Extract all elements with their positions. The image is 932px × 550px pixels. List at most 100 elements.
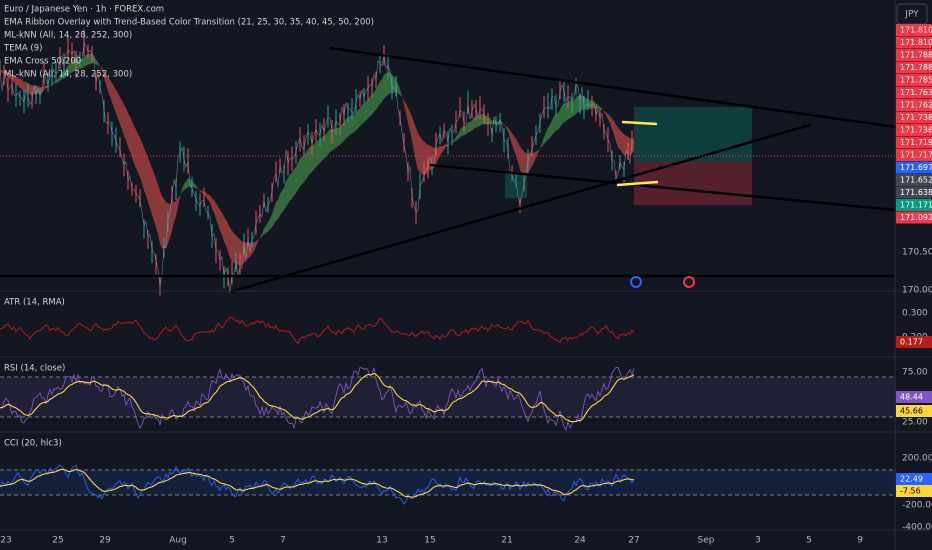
ema-ribbon [270, 214, 272, 230]
ema-ribbon [618, 127, 620, 150]
ema-ribbon [272, 208, 274, 228]
price-tag [896, 111, 932, 124]
ema-ribbon [328, 129, 330, 155]
ema-ribbon [522, 149, 524, 176]
price-tag-label: 171.092 [900, 213, 932, 222]
ema-ribbon [134, 125, 136, 169]
indicator-legend: TEMA (9) [3, 44, 42, 54]
ema-ribbon [574, 97, 576, 116]
ema-ribbon [514, 136, 516, 156]
price-tag-label: 171.810 [900, 38, 932, 47]
ema-ribbon [600, 107, 602, 110]
ema-ribbon [368, 96, 370, 119]
pane-title: ATR (14, RMA) [4, 298, 65, 308]
ema-ribbon [322, 136, 324, 161]
time-label: 21 [501, 536, 512, 546]
price-tag-label: 171.652 [900, 176, 932, 185]
pane-tag-label: 48.44 [900, 393, 923, 402]
ema-ribbon [292, 169, 294, 199]
price-line [0, 41, 635, 294]
ema-ribbon [274, 202, 276, 225]
ema-ribbon [222, 212, 224, 242]
ema-ribbon [148, 157, 150, 208]
pane-band [0, 470, 895, 495]
ema-ribbon [506, 126, 508, 132]
ema-ribbon [542, 136, 544, 147]
ema-ribbon [162, 196, 164, 249]
ema-ribbon [530, 153, 532, 170]
ema-ribbon [264, 225, 266, 235]
ema-ribbon [198, 188, 200, 192]
ema-ribbon [610, 115, 612, 130]
ema-ribbon [416, 128, 418, 170]
ema-ribbon [14, 75, 16, 85]
pane-title: RSI (14, close) [4, 364, 65, 374]
ema-ribbon [538, 148, 540, 154]
ema-ribbon [346, 117, 348, 139]
signal-line [621, 120, 658, 126]
ema-ribbon [282, 187, 284, 213]
ema-ribbon [356, 109, 358, 131]
ema-ribbon [44, 85, 46, 90]
ema-ribbon [200, 190, 202, 193]
ema-ribbon [360, 104, 362, 127]
time-label: 25 [52, 536, 63, 546]
pane-title: CCI (20, hlc3) [4, 439, 62, 449]
ema-ribbon [164, 199, 166, 249]
ema-ribbon [178, 195, 180, 207]
price-tag [896, 174, 932, 186]
trend-line [329, 46, 932, 134]
ema-ribbon [160, 190, 162, 249]
ema-ribbon [458, 130, 460, 140]
ema-ribbon [510, 130, 512, 145]
ema-ribbon [608, 113, 610, 124]
ema-ribbon [552, 116, 554, 136]
ema-ribbon [358, 108, 360, 129]
ema-ribbon [554, 114, 556, 133]
ema-ribbon [602, 108, 604, 112]
ema-ribbon [262, 228, 264, 237]
ema-ribbon [470, 120, 472, 132]
ema-ribbon [212, 197, 214, 213]
ema-ribbon [560, 105, 562, 128]
ema-ribbon [564, 102, 566, 123]
ema-ribbon [146, 152, 148, 203]
ema-ribbon [612, 118, 614, 135]
ema-ribbon [214, 200, 216, 219]
trend-line [229, 123, 811, 294]
ema-ribbon [512, 133, 514, 151]
ema-ribbon [182, 184, 184, 193]
ema-ribbon [158, 184, 160, 244]
time-label: 9 [857, 536, 863, 546]
ema-ribbon [98, 61, 100, 67]
main-chart [0, 29, 932, 296]
pane-level: 0.300 [902, 309, 928, 319]
ema-ribbon [472, 117, 474, 131]
indicator-legend: EMA Cross 50/200 [4, 57, 81, 67]
ema-ribbon [418, 133, 420, 173]
ema-ribbon [562, 102, 564, 125]
ema-ribbon [286, 178, 288, 207]
pane-tag-label: -7.56 [900, 487, 921, 496]
price-tag [896, 36, 932, 49]
ema-ribbon [210, 195, 212, 209]
time-label: 3 [755, 536, 761, 546]
ema-ribbon [106, 73, 108, 92]
pane-tag-label: 22.49 [900, 475, 923, 484]
price-tag-label: 171.717 [900, 151, 932, 160]
ema-ribbon [224, 216, 226, 247]
indicator-legend: EMA Ribbon Overlay with Trend-Based Colo… [4, 18, 374, 28]
pane-level: 200.00 [902, 454, 932, 464]
ema-ribbon [366, 99, 368, 121]
pane-tag [896, 473, 932, 485]
ema-ribbon [444, 144, 446, 150]
ema-ribbon [82, 56, 84, 69]
ema-ribbon [382, 74, 384, 102]
ema-ribbon [260, 233, 262, 239]
ema-ribbon [302, 155, 304, 185]
indicator-line [0, 468, 635, 498]
ema-ribbon [534, 151, 536, 163]
price-tag-label: 171.763 [900, 88, 932, 97]
ema-ribbon [604, 110, 606, 116]
price-tag [896, 186, 932, 199]
